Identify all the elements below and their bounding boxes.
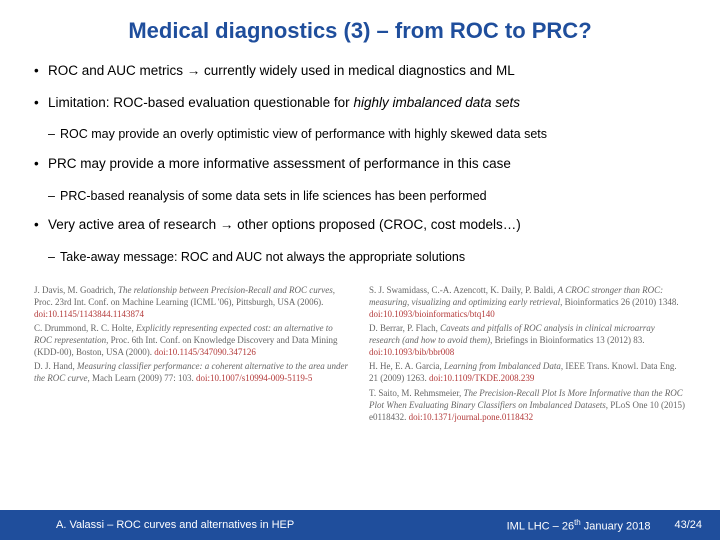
reference-entry: C. Drummond, R. C. Holte, Explicitly rep… <box>34 322 351 358</box>
bullet-list: ROC and AUC metrics → currently widely u… <box>28 62 692 278</box>
reference-entry: D. J. Hand, Measuring classifier perform… <box>34 360 351 384</box>
bullet-level-1: ROC and AUC metrics → currently widely u… <box>34 62 686 80</box>
footer-page-number: 43/24 <box>674 519 702 531</box>
slide-title: Medical diagnostics (3) – from ROC to PR… <box>28 18 692 44</box>
references-left: J. Davis, M. Goadrich, The relationship … <box>34 284 351 426</box>
bullet-level-1: Limitation: ROC-based evaluation questio… <box>34 94 686 112</box>
bullet-level-1: Very active area of research → other opt… <box>34 216 686 234</box>
footer-author: A. Valassi – ROC curves and alternatives… <box>56 519 507 531</box>
reference-entry: J. Davis, M. Goadrich, The relationship … <box>34 284 351 320</box>
references-block: J. Davis, M. Goadrich, The relationship … <box>28 284 692 426</box>
footer-date-sup: th <box>574 518 581 527</box>
bullet-level-2: Take-away message: ROC and AUC not alway… <box>34 249 686 266</box>
footer-date-post: January 2018 <box>581 520 651 532</box>
references-right: S. J. Swamidass, C.-A. Azencott, K. Dail… <box>369 284 686 426</box>
footer-date-pre: IML LHC – 26 <box>507 520 574 532</box>
reference-entry: T. Saito, M. Rehmsmeier, The Precision-R… <box>369 387 686 423</box>
bullet-level-2: ROC may provide an overly optimistic vie… <box>34 126 686 143</box>
footer-bar: A. Valassi – ROC curves and alternatives… <box>0 510 720 540</box>
footer-date: IML LHC – 26th January 2018 <box>507 518 651 533</box>
reference-entry: D. Berrar, P. Flach, Caveats and pitfall… <box>369 322 686 358</box>
bullet-level-2: PRC-based reanalysis of some data sets i… <box>34 188 686 205</box>
slide: Medical diagnostics (3) – from ROC to PR… <box>0 0 720 540</box>
bullet-level-1: PRC may provide a more informative asses… <box>34 155 686 173</box>
reference-entry: H. He, E. A. Garcia, Learning from Imbal… <box>369 360 686 384</box>
reference-entry: S. J. Swamidass, C.-A. Azencott, K. Dail… <box>369 284 686 320</box>
